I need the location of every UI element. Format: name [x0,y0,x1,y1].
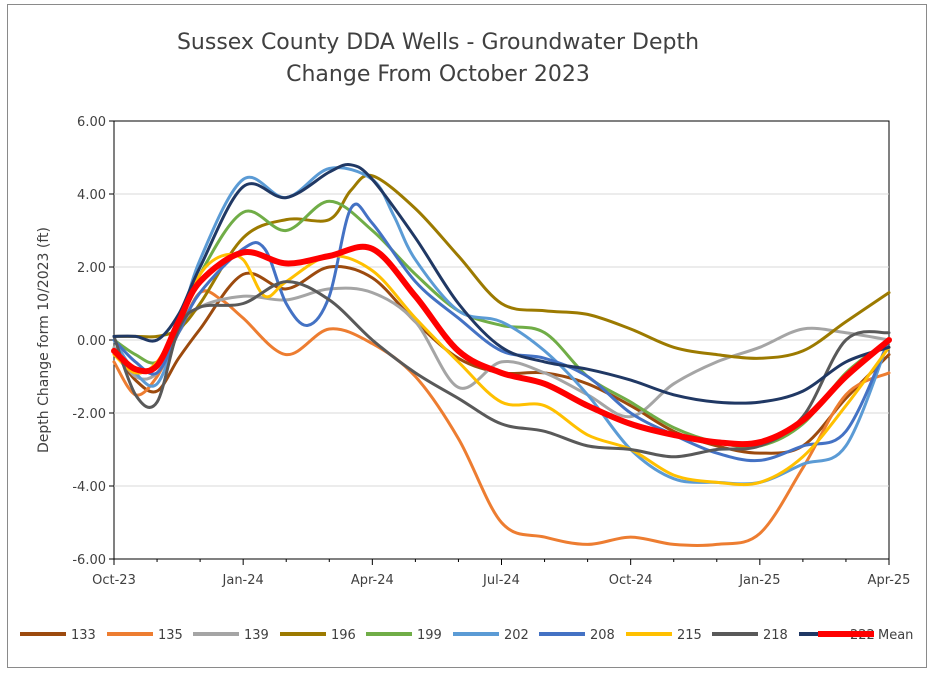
series-line-mean [111,243,892,448]
series-line-215 [112,252,891,487]
x-tick-label: Jan-25 [738,573,780,588]
legend-label-215: 215 [677,628,702,643]
x-tick-label: Jul-24 [482,573,520,588]
chart-title-line1: Sussex County DDA Wells - Groundwater De… [176,30,700,55]
y-tick-label: -4.00 [72,480,106,495]
legend-label-202: 202 [504,628,529,643]
legend-label-199: 199 [417,628,442,643]
legend-label-218: 218 [763,628,788,643]
x-tick-label: Oct-23 [92,573,136,588]
series-line-133 [112,265,891,455]
x-tick-label: Jan-24 [222,573,264,588]
legend-label-135: 135 [158,628,183,643]
legend-label-mean: Mean [878,628,913,643]
legend-label-208: 208 [590,628,615,643]
series-line-135 [112,289,891,548]
series-line-196 [112,173,891,360]
x-tick-label: Apr-25 [868,573,911,588]
series-line-218 [112,280,891,459]
legend-label-196: 196 [331,628,356,643]
chart-title-line2: Change From October 2023 [286,62,590,87]
series-line-199 [112,199,891,449]
y-tick-label: -6.00 [72,553,106,568]
x-tick-label: Apr-24 [351,573,394,588]
series-line-222 [112,163,891,405]
legend-label-139: 139 [244,628,269,643]
legend-label-133: 133 [71,628,96,643]
y-tick-label: -2.00 [72,407,106,422]
y-tick-label: 2.00 [77,261,106,276]
y-tick-label: 0.00 [77,334,106,349]
y-tick-label: 6.00 [77,115,106,130]
x-tick-label: Oct-24 [609,573,653,588]
series-line-208 [112,202,891,463]
y-tick-label: 4.00 [77,188,106,203]
